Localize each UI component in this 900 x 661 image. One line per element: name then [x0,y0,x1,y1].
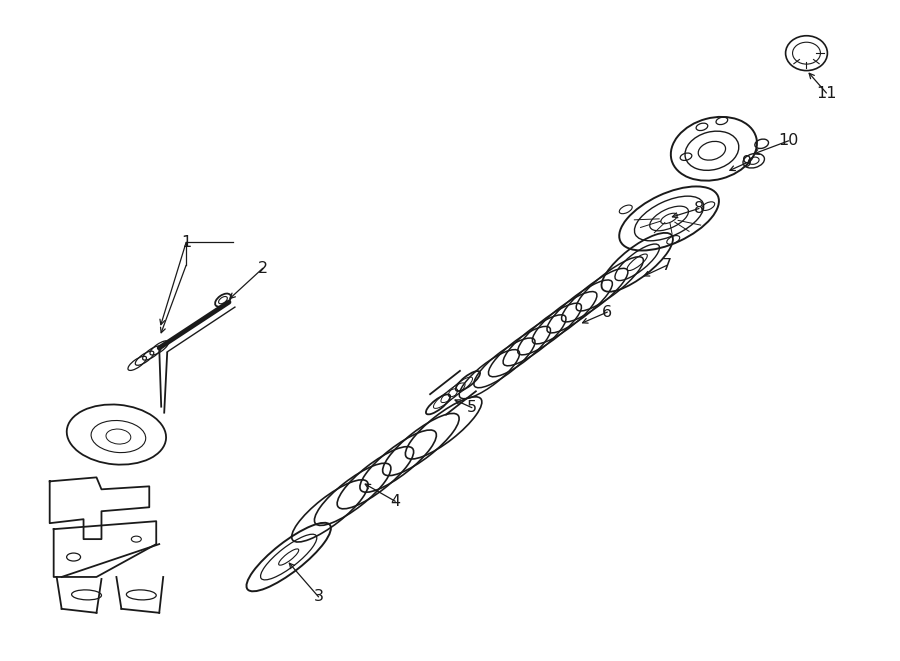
Ellipse shape [532,292,597,344]
Ellipse shape [67,405,166,465]
Text: 8: 8 [694,201,704,216]
Ellipse shape [786,36,827,71]
Polygon shape [50,477,149,539]
Ellipse shape [755,139,769,149]
Ellipse shape [489,327,551,377]
Ellipse shape [576,256,644,311]
Ellipse shape [743,153,764,168]
Ellipse shape [338,447,414,509]
Ellipse shape [518,303,581,355]
Text: 2: 2 [257,260,268,276]
Text: 3: 3 [313,590,324,604]
Text: 10: 10 [778,134,799,148]
Ellipse shape [503,315,566,366]
Text: 6: 6 [602,305,612,319]
Ellipse shape [615,244,660,280]
Ellipse shape [547,280,612,333]
Text: 4: 4 [391,494,401,509]
Ellipse shape [562,268,628,322]
Ellipse shape [247,523,331,592]
Text: 11: 11 [816,85,837,100]
Text: 1: 1 [181,235,191,250]
Ellipse shape [292,480,368,542]
Ellipse shape [426,395,450,414]
Ellipse shape [215,293,230,307]
Ellipse shape [405,397,482,459]
Ellipse shape [459,350,519,399]
Ellipse shape [360,430,436,492]
Ellipse shape [670,117,757,180]
Ellipse shape [382,413,459,476]
Ellipse shape [314,463,391,525]
Text: 9: 9 [742,155,751,171]
Polygon shape [54,521,157,577]
Ellipse shape [619,186,719,251]
Ellipse shape [455,371,480,391]
Ellipse shape [601,233,673,292]
Text: 7: 7 [662,258,672,273]
Ellipse shape [473,338,536,388]
Text: 5: 5 [467,400,477,415]
